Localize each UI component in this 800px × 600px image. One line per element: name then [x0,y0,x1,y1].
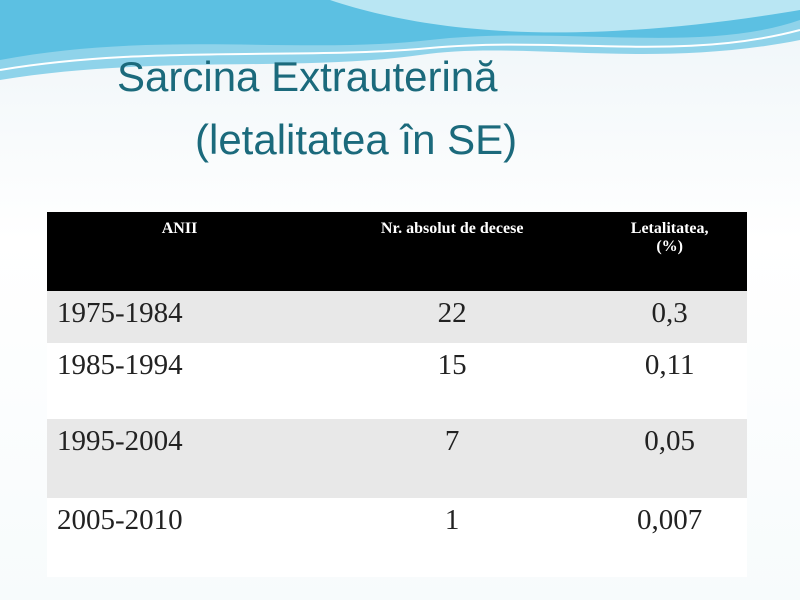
table-row: 1985-1994 15 0,11 [47,343,747,419]
wave-decoration [0,0,800,80]
title-line: (letalitatea în SE) [195,116,518,163]
wave [330,0,800,33]
table-cell: 15 [312,343,593,419]
table-cell: 1 [312,498,593,577]
table-cell: 0,11 [592,343,747,419]
table-cell: 0,3 [592,291,747,343]
table-cell: 1975-1984 [47,291,313,343]
table-cell: 2005-2010 [47,498,313,577]
table-cell: 1995-2004 [47,419,313,498]
table-row: 1975-1984 22 0,3 [47,291,747,343]
title-line: Sarcina Extrauterină [117,53,498,100]
header-row: ANII Nr. absolut de decese Letalitatea, (%… [47,212,747,291]
header-cell: Letalitatea, (%) [592,212,747,291]
header-cell: Nr. absolut de decese [312,212,593,291]
table-cell: 0,05 [592,419,747,498]
data-table: ANII Nr. absolut de decese Letalitatea, (%… [47,212,747,577]
header-cell: ANII [47,212,313,291]
table-cell: 0,007 [592,498,747,577]
table-cell: 1985-1994 [47,343,313,419]
wave-line [0,29,800,71]
table-cell: 22 [312,291,593,343]
table-cell: 7 [312,419,593,498]
table-row: 1995-2004 7 0,05 [47,419,747,498]
table-row: 2005-2010 1 0,007 [47,498,747,577]
